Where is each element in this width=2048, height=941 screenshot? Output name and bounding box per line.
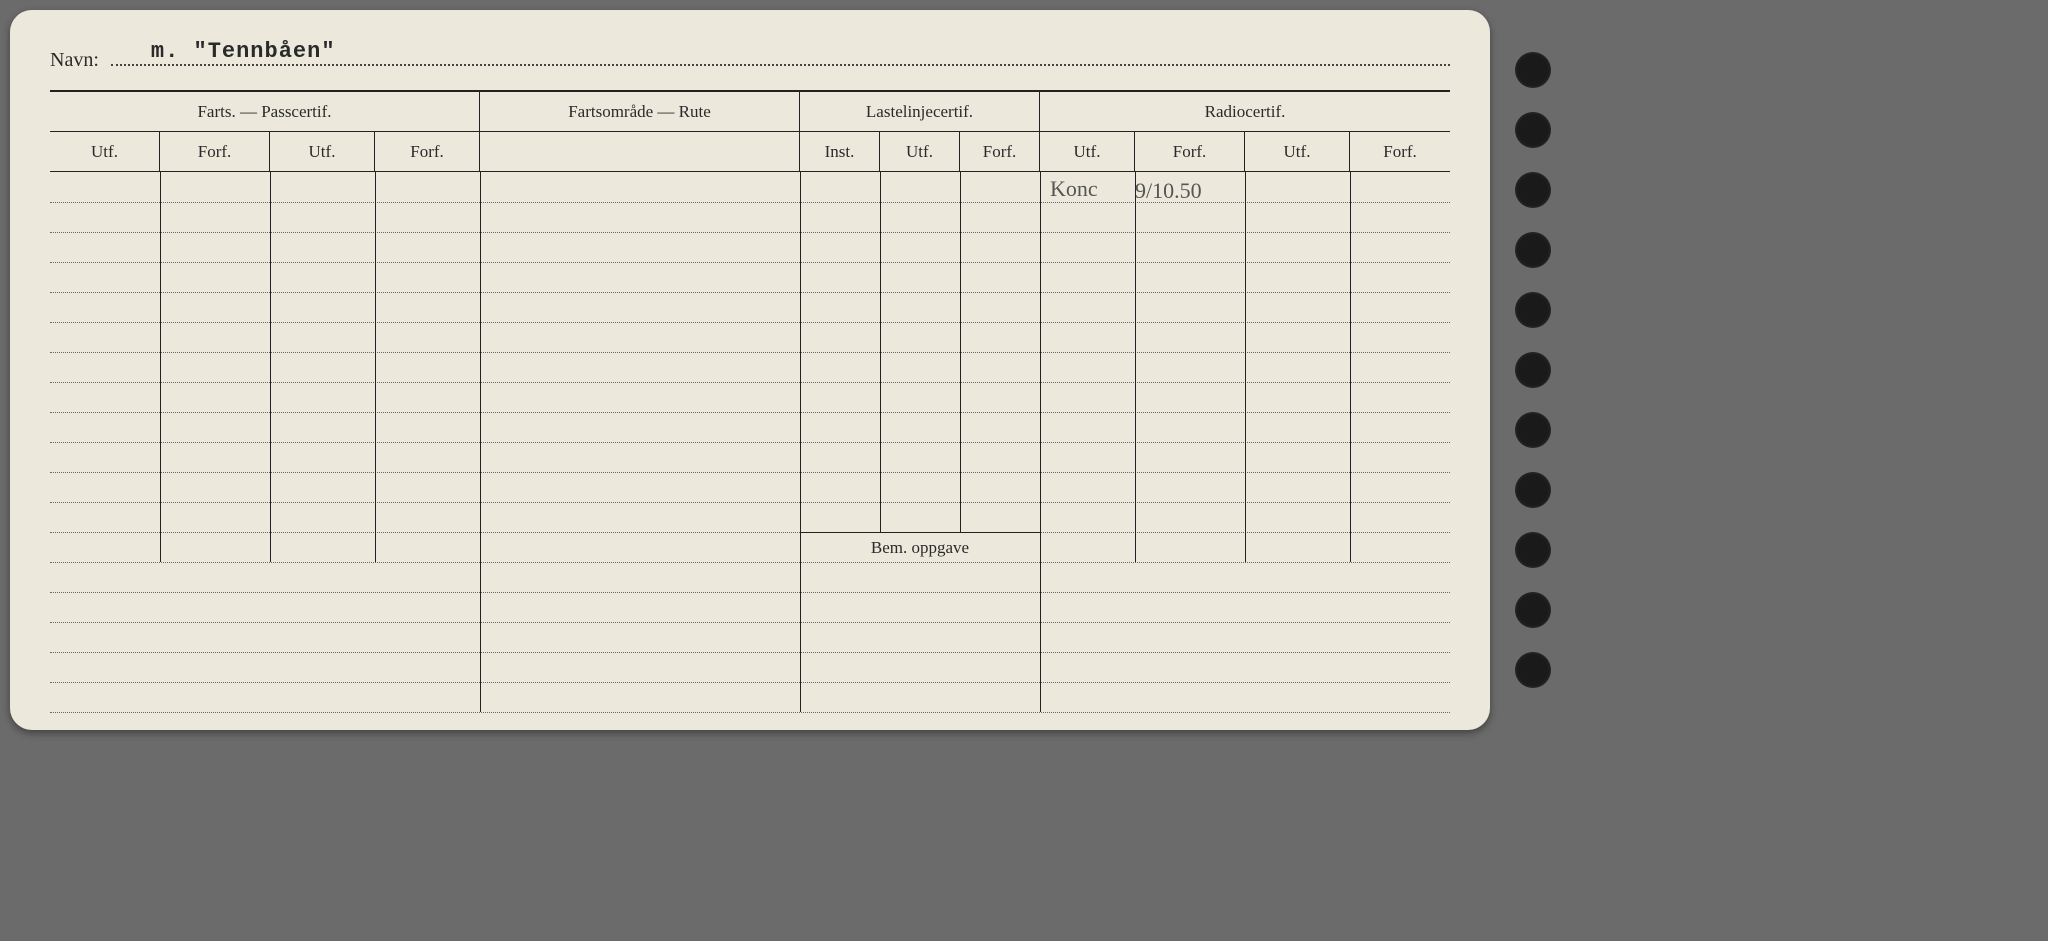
row-line <box>50 502 1450 503</box>
punch-hole <box>1515 172 1551 208</box>
handwritten-entry: Konc <box>1050 176 1098 202</box>
row-line <box>50 472 1450 473</box>
navn-label: Navn: <box>50 49 99 72</box>
sub-laste-utf: Utf. <box>880 132 960 171</box>
header-row-2: Utf. Forf. Utf. Forf. Inst. Utf. Forf. U… <box>50 132 1450 172</box>
vline-1 <box>160 172 161 562</box>
table: Farts. — Passcertif. Fartsområde — Rute … <box>50 90 1450 710</box>
punch-hole <box>1515 472 1551 508</box>
row-line <box>50 532 1450 533</box>
navn-underline <box>111 64 1450 66</box>
row-line <box>50 562 1450 563</box>
vline-10 <box>1245 172 1246 562</box>
sub-radio-utf2: Utf. <box>1245 132 1350 171</box>
row-line <box>50 682 1450 683</box>
row-line <box>50 622 1450 623</box>
row-line <box>50 652 1450 653</box>
vline-11 <box>1350 172 1351 562</box>
header-farts: Farts. — Passcertif. <box>50 92 480 131</box>
sub-farts-utf1: Utf. <box>50 132 160 171</box>
row-line <box>50 442 1450 443</box>
header-rute: Fartsområde — Rute <box>480 92 800 131</box>
dotted-lines <box>50 172 1450 712</box>
vline-6 <box>880 172 881 532</box>
punch-hole <box>1515 652 1551 688</box>
vline-9 <box>1135 172 1136 562</box>
vline-4 <box>480 172 481 712</box>
row-line <box>50 382 1450 383</box>
sub-farts-forf2: Forf. <box>375 132 480 171</box>
navn-value-wrap: m. "Tennbåen" <box>111 40 1450 66</box>
punch-hole <box>1515 232 1551 268</box>
punch-hole <box>1515 112 1551 148</box>
sub-radio-forf2: Forf. <box>1350 132 1450 171</box>
navn-row: Navn: m. "Tennbåen" <box>50 40 1450 72</box>
header-laste: Lastelinjecertif. <box>800 92 1040 131</box>
sub-radio-utf1: Utf. <box>1040 132 1135 171</box>
punch-hole <box>1515 352 1551 388</box>
sub-radio-forf1: Forf. <box>1135 132 1245 171</box>
row-line <box>50 292 1450 293</box>
row-line <box>50 412 1450 413</box>
vline-8 <box>1040 172 1041 712</box>
row-line <box>50 712 1450 713</box>
row-line <box>50 352 1450 353</box>
vline-5 <box>800 172 801 712</box>
sub-laste-inst: Inst. <box>800 132 880 171</box>
handwritten-entry: 9/10.50 <box>1135 178 1202 204</box>
table-body: Bem. oppgave Konc 9/10.50 <box>50 172 1450 712</box>
row-line <box>50 592 1450 593</box>
header-radio: Radiocertif. <box>1040 92 1450 131</box>
punch-hole <box>1515 532 1551 568</box>
row-line <box>50 202 1450 203</box>
row-line <box>50 262 1450 263</box>
vline-2 <box>270 172 271 562</box>
punch-hole <box>1515 592 1551 628</box>
sub-farts-forf1: Forf. <box>160 132 270 171</box>
row-line <box>50 232 1450 233</box>
sub-rute-blank <box>480 132 800 171</box>
punch-holes <box>1515 10 1551 730</box>
punch-hole <box>1515 52 1551 88</box>
sub-farts-utf2: Utf. <box>270 132 375 171</box>
index-card: Navn: m. "Tennbåen" Farts. — Passcertif.… <box>10 10 1490 730</box>
bem-border <box>800 532 1040 533</box>
navn-value: m. "Tennbåen" <box>151 39 336 64</box>
header-row-1: Farts. — Passcertif. Fartsområde — Rute … <box>50 92 1450 132</box>
row-line <box>50 322 1450 323</box>
vline-3 <box>375 172 376 562</box>
sub-laste-forf: Forf. <box>960 132 1040 171</box>
vline-7 <box>960 172 961 532</box>
punch-hole <box>1515 292 1551 328</box>
punch-hole <box>1515 412 1551 448</box>
bem-label: Bem. oppgave <box>800 538 1040 558</box>
page-wrap: Navn: m. "Tennbåen" Farts. — Passcertif.… <box>10 10 1551 730</box>
